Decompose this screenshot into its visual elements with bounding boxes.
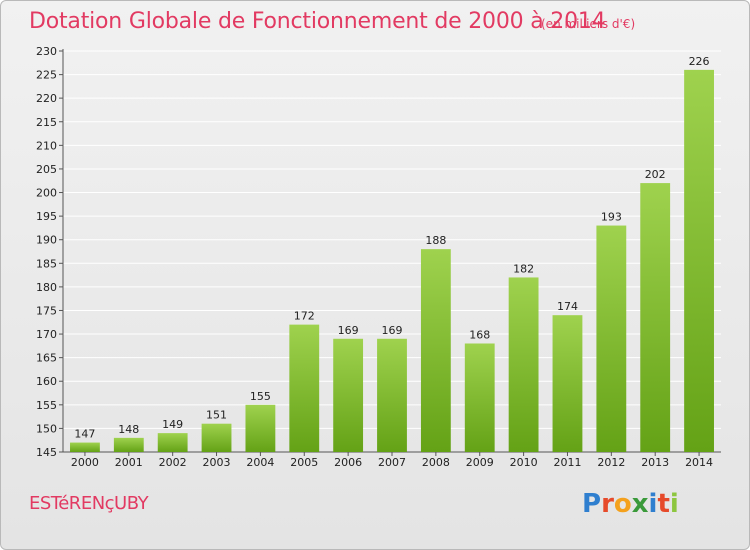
labels: 2000 147 2001 148 2002 149 2003 151 2004 155 2005 1…	[71, 55, 713, 469]
commune-name: ESTéRENçUBY	[29, 493, 149, 514]
x-tick-label: 2007	[378, 456, 406, 469]
y-tick-label: 200	[36, 187, 57, 200]
bar	[113, 437, 144, 452]
x-tick-label: 2013	[641, 456, 669, 469]
bar	[289, 324, 320, 452]
y-tick-label: 190	[36, 234, 57, 247]
bar-value-label: 148	[118, 423, 139, 436]
y-tick-label: 155	[36, 399, 57, 412]
y-tick-label: 205	[36, 163, 57, 176]
bar	[201, 423, 232, 452]
logo-letter: i	[648, 489, 658, 519]
bar	[333, 338, 364, 452]
y-tick-label: 160	[36, 375, 57, 388]
y-tick-label: 220	[36, 92, 57, 105]
x-tick-label: 2006	[334, 456, 362, 469]
y-tick-label: 230	[36, 45, 57, 58]
bar-value-label: 202	[645, 168, 666, 181]
bar-value-label: 168	[469, 328, 490, 341]
bar	[70, 442, 100, 452]
bar-value-label: 182	[513, 262, 534, 275]
bar-value-label: 188	[425, 234, 446, 247]
x-tick-label: 2000	[71, 456, 99, 469]
bar	[552, 315, 583, 452]
bar	[377, 338, 407, 452]
bar-value-label: 169	[338, 324, 359, 337]
y-tick-label: 215	[36, 116, 57, 129]
bar-value-label: 155	[250, 390, 271, 403]
y-tick-label: 145	[36, 446, 57, 459]
logo-letter: r	[601, 489, 614, 519]
bar-value-label: 172	[294, 310, 315, 323]
y-tick-label: 165	[36, 352, 57, 365]
x-tick-label: 2008	[422, 456, 450, 469]
x-tick-label: 2004	[246, 456, 274, 469]
x-tick-label: 2010	[510, 456, 538, 469]
bar	[508, 277, 539, 452]
x-tick-label: 2009	[466, 456, 494, 469]
bar-value-label: 174	[557, 300, 578, 313]
x-tick-label: 2001	[115, 456, 143, 469]
x-tick-label: 2012	[597, 456, 625, 469]
y-tick-label: 180	[36, 281, 57, 294]
logo-letter: P	[582, 489, 602, 519]
bar	[464, 343, 495, 452]
x-tick-label: 2005	[290, 456, 318, 469]
logo-letter: t	[657, 489, 670, 519]
x-tick-label: 2014	[685, 456, 713, 469]
y-tick-label: 175	[36, 304, 57, 317]
bar	[157, 433, 188, 452]
logo-letter: x	[631, 489, 649, 519]
bar-value-label: 193	[601, 211, 622, 224]
chart-unit: (en milliers d'€)	[541, 17, 636, 31]
bar-value-label: 151	[206, 409, 227, 422]
bar	[684, 69, 714, 452]
bar-value-label: 169	[382, 324, 403, 337]
bar	[596, 225, 627, 452]
bar-value-label: 149	[162, 418, 183, 431]
bar	[640, 183, 671, 452]
y-tick-label: 185	[36, 257, 57, 270]
y-tick-label: 150	[36, 422, 57, 435]
y-tick-label: 210	[36, 139, 57, 152]
proxiti-logo: Proxiti	[582, 489, 679, 519]
bars	[70, 69, 714, 452]
x-tick-label: 2003	[203, 456, 231, 469]
bar	[420, 249, 451, 452]
y-tick-label: 195	[36, 210, 57, 223]
y-tick-label: 225	[36, 69, 57, 82]
chart-title: Dotation Globale de Fonctionnement de 20…	[29, 9, 606, 34]
bar-value-label: 226	[689, 55, 710, 68]
logo-letter: o	[613, 489, 632, 519]
x-tick-label: 2011	[553, 456, 581, 469]
y-tick-label: 170	[36, 328, 57, 341]
bar	[245, 404, 276, 452]
x-tick-label: 2002	[159, 456, 187, 469]
logo-letter: i	[669, 489, 679, 519]
bar-value-label: 147	[74, 428, 95, 441]
